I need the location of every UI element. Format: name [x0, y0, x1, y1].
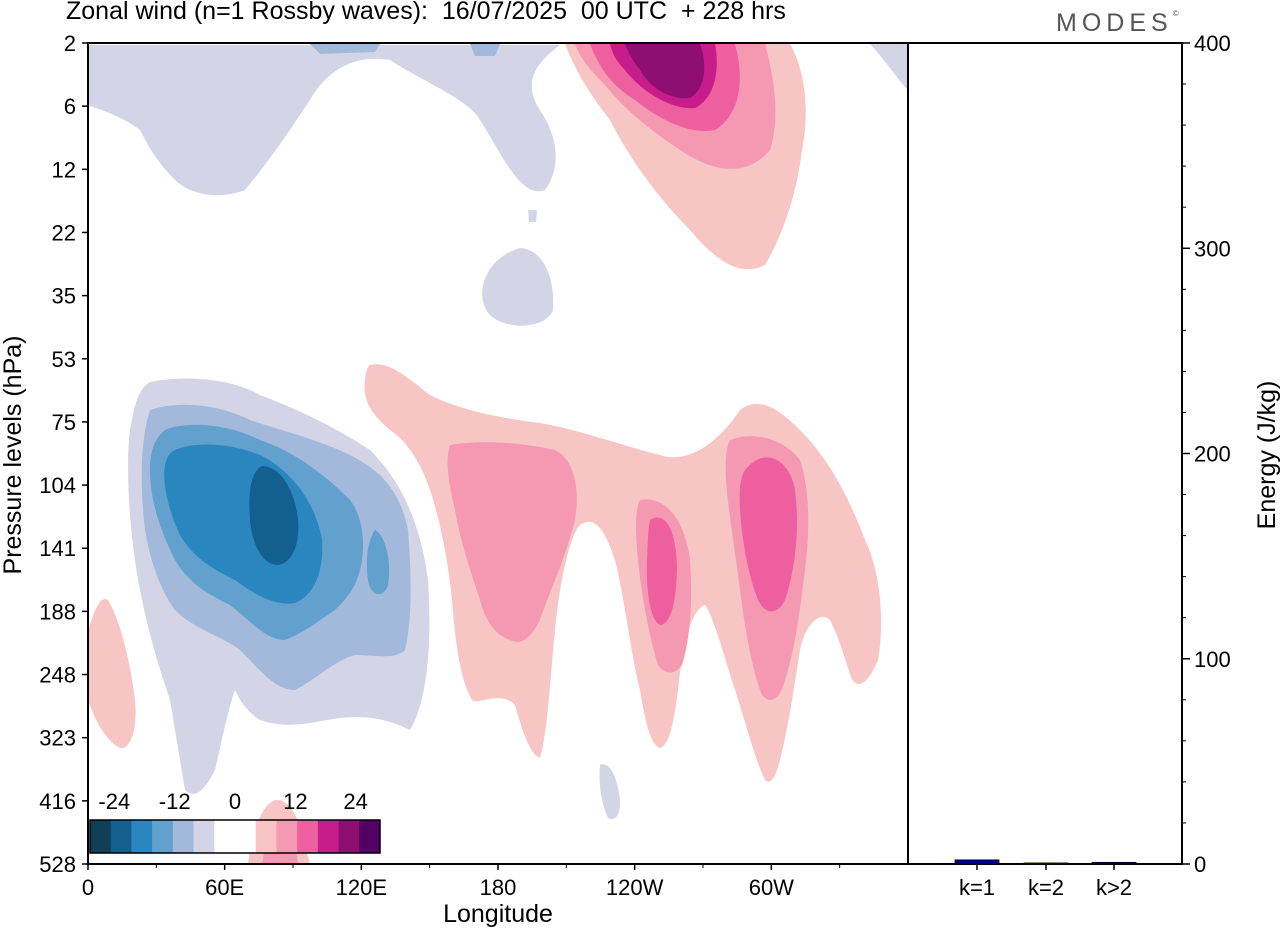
- colorbar-tick-label: 0: [229, 789, 241, 814]
- longitude-axis: 0 60E 120E 180 120W 60W: [82, 864, 841, 900]
- brand-logo: MODES©: [1056, 9, 1179, 38]
- longitude-tick-label: 120W: [606, 875, 664, 900]
- energy-bar: [1091, 861, 1137, 865]
- contour-pos-upper-5: [625, 44, 705, 99]
- longitude-tick-label: 0: [82, 875, 94, 900]
- pressure-tick-label: 35: [52, 284, 76, 309]
- colorbar-tick-label: -24: [98, 789, 130, 814]
- pressure-tick-label: 416: [39, 789, 76, 814]
- colorbar-swatch: [90, 820, 112, 853]
- pressure-axis: 2 6 12 22 35 53 75 104 141 188 248 323 416 528: [39, 31, 88, 877]
- brand-name: MODES: [1056, 9, 1173, 37]
- contour-pos-left: [88, 599, 136, 749]
- colorbar-swatch: [359, 820, 381, 853]
- colorbar-swatch: [297, 820, 319, 853]
- contour-pos-lower-3a: [646, 517, 677, 625]
- energy-category-label: k>2: [1096, 875, 1132, 900]
- contour-field: [88, 44, 908, 864]
- energy-axis: 0 100 200 300 400: [1182, 31, 1231, 877]
- pressure-tick-label: 323: [39, 726, 76, 751]
- pressure-tick-label: 75: [52, 410, 76, 435]
- energy-tick-label: 100: [1194, 647, 1231, 672]
- chart-title: Zonal wind (n=1 Rossby waves): 16/07/202…: [66, 0, 786, 25]
- colorbar-tick-label: 12: [283, 789, 307, 814]
- energy-tick-label: 400: [1194, 31, 1231, 56]
- pressure-tick-label: 2: [64, 31, 76, 56]
- pressure-tick-label: 104: [39, 473, 76, 498]
- energy-bars: [954, 859, 1137, 865]
- contour-neg-topright: [870, 44, 908, 90]
- energy-category-label: k=2: [1028, 875, 1064, 900]
- energy-plot-frame: [907, 42, 1183, 865]
- colorbar-swatch: [193, 820, 215, 853]
- colorbar-swatch: [338, 820, 360, 853]
- pressure-tick-label: 248: [39, 663, 76, 688]
- longitude-tick-label: 60E: [205, 875, 244, 900]
- pressure-tick-label: 53: [52, 347, 76, 372]
- contour-neg-bottom: [599, 764, 621, 820]
- y-axis-label-right: Energy (J/kg): [1253, 381, 1280, 530]
- contour-pos-lower-3b: [739, 457, 797, 612]
- pressure-tick-label: 188: [39, 599, 76, 624]
- energy-category-label: k=1: [959, 875, 995, 900]
- colorbar-swatch: [152, 820, 174, 853]
- colorbar-swatch: [110, 820, 132, 853]
- energy-tick-label: 200: [1194, 442, 1231, 467]
- energy-tick-label: 300: [1194, 236, 1231, 261]
- contour-neg-upper-blue: [310, 44, 500, 56]
- longitude-tick-label: 60W: [749, 875, 794, 900]
- x-axis-label: Longitude: [443, 900, 553, 928]
- colorbar-labels: -24 -12 0 12 24: [98, 789, 367, 814]
- colorbar-swatch: [276, 820, 298, 853]
- contour-neg-small: [528, 210, 537, 222]
- pressure-tick-label: 12: [52, 157, 76, 182]
- y-axis-label-left: Pressure levels (hPa): [0, 336, 27, 575]
- colorbar-swatch: [317, 820, 339, 853]
- colorbar-border: [89, 819, 381, 854]
- contour-neg-lower-5: [249, 466, 299, 565]
- brand-mark: ©: [1172, 9, 1179, 18]
- colorbar-swatch: [172, 820, 194, 853]
- colorbar: [89, 819, 381, 854]
- contour-neg-mid: [482, 248, 554, 326]
- pressure-tick-label: 141: [39, 536, 76, 561]
- energy-tick-label: 0: [1194, 852, 1206, 877]
- longitude-tick-label: 120E: [336, 875, 387, 900]
- pressure-tick-label: 22: [52, 220, 76, 245]
- pressure-tick-label: 6: [64, 94, 76, 119]
- energy-categories: k=1 k=2 k>2: [959, 864, 1132, 900]
- colorbar-swatch: [255, 820, 277, 853]
- longitude-tick-label: 180: [480, 875, 517, 900]
- colorbar-tick-label: 24: [343, 789, 367, 814]
- colorbar-tick-label: -12: [159, 789, 191, 814]
- colorbar-swatch: [214, 820, 236, 853]
- colorbar-swatch: [131, 820, 153, 853]
- contour-pos-lower-2a: [447, 442, 577, 642]
- contour-neg-upper: [88, 45, 560, 196]
- colorbar-swatch: [235, 820, 257, 853]
- energy-bar: [954, 859, 1000, 865]
- pressure-tick-label: 528: [39, 852, 76, 877]
